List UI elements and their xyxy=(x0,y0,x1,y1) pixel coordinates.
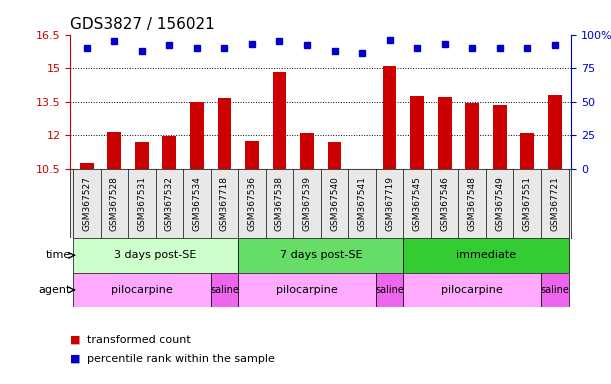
Bar xyxy=(238,238,403,273)
Bar xyxy=(135,142,148,169)
Text: immediate: immediate xyxy=(456,250,516,260)
Text: 3 days post-SE: 3 days post-SE xyxy=(114,250,197,260)
Bar xyxy=(73,273,211,307)
Bar xyxy=(273,71,287,169)
Text: GSM367528: GSM367528 xyxy=(110,176,119,231)
Bar xyxy=(73,238,238,273)
Bar xyxy=(218,98,232,169)
Bar xyxy=(403,273,541,307)
Bar xyxy=(327,142,342,169)
Text: saline: saline xyxy=(210,285,239,295)
Bar xyxy=(190,102,204,169)
Text: transformed count: transformed count xyxy=(87,335,191,345)
Bar xyxy=(238,273,376,307)
Bar xyxy=(466,103,479,169)
Bar xyxy=(437,97,452,169)
Bar xyxy=(163,136,176,169)
Text: GSM367527: GSM367527 xyxy=(82,176,91,231)
Text: GSM367549: GSM367549 xyxy=(495,176,504,231)
Text: saline: saline xyxy=(375,285,404,295)
Bar xyxy=(521,133,534,169)
Text: pilocarpine: pilocarpine xyxy=(276,285,338,295)
Bar xyxy=(376,273,403,307)
Bar xyxy=(541,273,568,307)
Text: time: time xyxy=(46,250,71,260)
Text: GDS3827 / 156021: GDS3827 / 156021 xyxy=(70,17,215,32)
Bar xyxy=(548,95,562,169)
Bar xyxy=(403,238,568,273)
Bar xyxy=(211,273,238,307)
Text: GSM367538: GSM367538 xyxy=(275,176,284,231)
Text: agent: agent xyxy=(38,285,71,295)
Text: GSM367534: GSM367534 xyxy=(192,176,202,231)
Text: percentile rank within the sample: percentile rank within the sample xyxy=(87,354,275,364)
Text: saline: saline xyxy=(540,285,569,295)
Text: GSM367546: GSM367546 xyxy=(440,176,449,231)
Text: GSM367541: GSM367541 xyxy=(357,176,367,231)
Text: 7 days post-SE: 7 days post-SE xyxy=(279,250,362,260)
Text: GSM367532: GSM367532 xyxy=(165,176,174,231)
Text: GSM367531: GSM367531 xyxy=(137,176,147,231)
Text: pilocarpine: pilocarpine xyxy=(441,285,503,295)
Bar xyxy=(410,96,424,169)
Text: ■: ■ xyxy=(70,335,81,345)
Text: GSM367548: GSM367548 xyxy=(467,176,477,231)
Text: GSM367536: GSM367536 xyxy=(247,176,257,231)
Bar xyxy=(493,105,507,169)
Bar xyxy=(382,66,397,169)
Text: GSM367718: GSM367718 xyxy=(220,176,229,231)
Text: pilocarpine: pilocarpine xyxy=(111,285,173,295)
Text: GSM367540: GSM367540 xyxy=(330,176,339,231)
Bar xyxy=(108,132,121,169)
Bar xyxy=(245,141,259,169)
Text: GSM367721: GSM367721 xyxy=(551,176,559,231)
Text: GSM367719: GSM367719 xyxy=(385,176,394,231)
Bar xyxy=(300,133,314,169)
Text: GSM367545: GSM367545 xyxy=(412,176,422,231)
Bar xyxy=(80,163,93,169)
Text: GSM367539: GSM367539 xyxy=(302,176,312,231)
Text: ■: ■ xyxy=(70,354,81,364)
Text: GSM367551: GSM367551 xyxy=(523,176,532,231)
